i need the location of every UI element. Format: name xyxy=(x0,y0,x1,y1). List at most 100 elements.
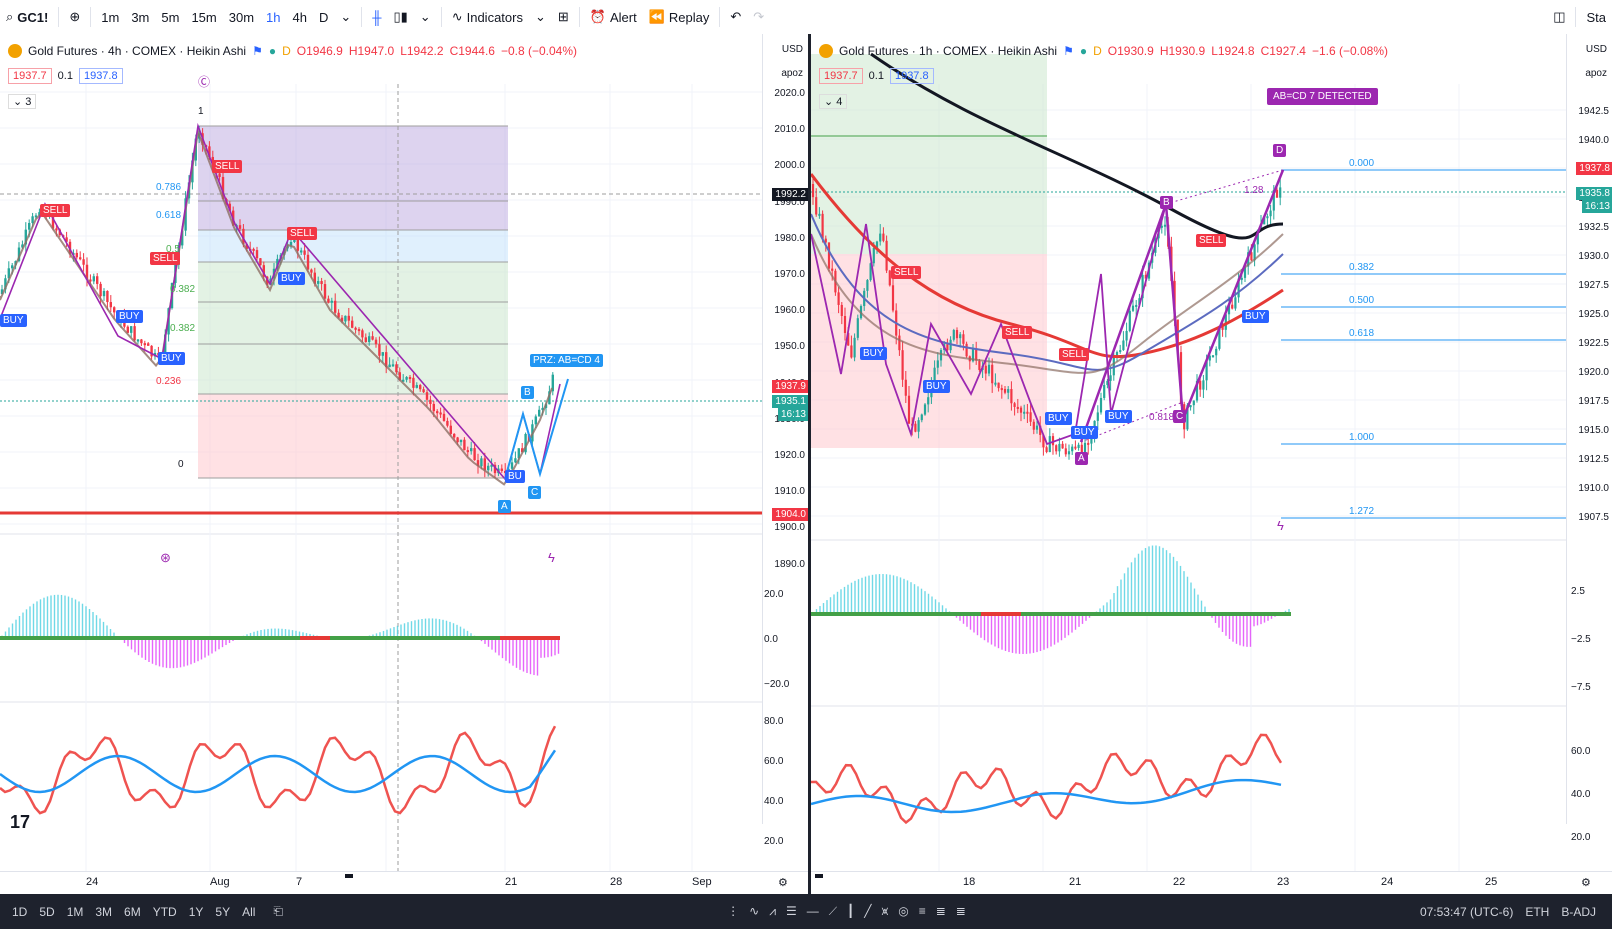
candle-body xyxy=(927,397,930,405)
rsi-line xyxy=(811,733,1283,825)
rsi-line xyxy=(0,725,557,815)
timeframe-5m[interactable]: 5m xyxy=(161,9,180,25)
session-toggle[interactable]: ETH xyxy=(1525,904,1550,919)
bar-style-button[interactable]: ╫ xyxy=(366,0,387,34)
candle-body xyxy=(473,448,476,461)
undo-button[interactable]: ↶ xyxy=(724,0,747,34)
position-profit-zone xyxy=(811,54,1047,254)
indicators-button[interactable]: ∿ Indicators xyxy=(451,9,523,25)
buy-signal: BUY xyxy=(116,310,143,323)
fib-level-label: 0.5 xyxy=(166,244,180,255)
left-chart-canvas[interactable]: Ⓒ ⊛ ϟ 20.0 0.0 −20.0 80.0 60.0 40.0 20.0 xyxy=(0,34,808,894)
timeframe-1m[interactable]: 1m xyxy=(101,9,120,25)
price-tick-label: 1922.5 xyxy=(1578,338,1609,349)
timeframe-15m[interactable]: 15m xyxy=(191,9,217,25)
clock-time[interactable]: 07:53:47 (UTC-6) xyxy=(1419,904,1514,919)
rsi-signal-line xyxy=(0,749,557,794)
sell-price-button[interactable]: 1937.7 xyxy=(8,68,52,84)
osc-tick-label: −2.5 xyxy=(1571,634,1591,645)
current-price-tag: 1935.8 xyxy=(1576,187,1612,200)
candle-body xyxy=(412,377,415,388)
settings-icon[interactable]: ⚙ xyxy=(778,877,788,889)
lightning-icon: ϟ xyxy=(548,550,555,565)
point-a-label: A xyxy=(1075,452,1088,465)
candle-body xyxy=(991,364,994,384)
candle-body xyxy=(971,348,975,362)
adjustment-toggle[interactable]: B-ADJ xyxy=(1561,904,1596,919)
range-6m[interactable]: 6M xyxy=(124,904,141,919)
layouts-button[interactable]: ⊞ xyxy=(552,0,575,34)
buy-price-button[interactable]: 1937.8 xyxy=(78,68,123,84)
panel-divider[interactable] xyxy=(808,34,811,894)
right-time-axis[interactable]: Wed 16 Aug '23 12:00 18 21 22 23 24 25 ⚙ xyxy=(811,871,1612,894)
right-collapse-indicators[interactable]: ⌄ 4 xyxy=(819,94,848,109)
price-tick-label: 1920.0 xyxy=(774,450,805,461)
compare-button[interactable]: ⊕ xyxy=(63,0,86,34)
chart-type-dropdown[interactable]: ⌄ xyxy=(414,0,437,34)
divider xyxy=(578,7,580,27)
replay-button[interactable]: ⏪ Replay xyxy=(648,9,710,25)
price-tick-label: 2020.0 xyxy=(774,88,805,99)
divider xyxy=(361,7,363,27)
candle-body xyxy=(381,352,384,356)
drawing-tools-icon[interactable]: ⋮∿⩘☰—⟋┃╱⩙◎≡≣≣ xyxy=(727,904,976,918)
range-3m[interactable]: 3M xyxy=(95,904,113,919)
candle-body xyxy=(1192,400,1195,406)
right-chart-panel[interactable]: ϟ 2.5 −2.5 −7.5 60.0 40.0 20.0 Gold Futures · … xyxy=(811,34,1612,894)
range-1m[interactable]: 1M xyxy=(66,904,84,919)
alert-button[interactable]: ⏰ Alert xyxy=(589,9,637,25)
candle-body xyxy=(1221,325,1224,330)
scale-mode-label[interactable]: apoz xyxy=(1585,68,1607,79)
currency-label[interactable]: USD xyxy=(781,44,803,55)
sell-signal: SELL xyxy=(891,266,922,279)
candle-body xyxy=(1077,444,1080,448)
fib-level-label: 0.382 xyxy=(170,284,196,295)
candle-body xyxy=(1071,446,1074,452)
timeframe-30m[interactable]: 30m xyxy=(228,9,255,25)
symbol-search[interactable]: ⌕ GC1! xyxy=(6,9,49,25)
left-time-axis[interactable]: 24 Aug 7 Sun 13 Aug '23 16:00 21 28 Sep … xyxy=(0,871,808,894)
timeframe-4h[interactable]: 4h xyxy=(292,9,307,25)
goto-date-icon[interactable]: ⎗ xyxy=(273,904,284,918)
left-collapse-indicators[interactable]: ⌄ 3 xyxy=(8,94,37,109)
settings-icon[interactable]: ⚙ xyxy=(1581,877,1591,889)
right-price-axis[interactable]: USD apoz 1942.51940.01937.51935.01932.51… xyxy=(1566,34,1612,824)
divider xyxy=(440,7,442,27)
candle-body xyxy=(449,425,452,434)
candle-body xyxy=(340,317,344,322)
scale-mode-label[interactable]: apoz xyxy=(781,68,803,79)
buy-price-button[interactable]: 1937.8 xyxy=(889,68,934,84)
indicators-dropdown[interactable]: ⌄ xyxy=(529,0,552,34)
candle-body xyxy=(470,448,473,452)
price-tick-label: 1917.5 xyxy=(1578,396,1609,407)
candle-body xyxy=(334,300,337,313)
price-tick-label: 1932.5 xyxy=(1578,222,1609,233)
timeframe-3m[interactable]: 3m xyxy=(131,9,150,25)
right-chart-canvas[interactable]: ϟ 2.5 −2.5 −7.5 60.0 40.0 20.0 xyxy=(811,34,1612,894)
rsi-tick-label: 60.0 xyxy=(1571,746,1591,757)
sell-price-button[interactable]: 1937.7 xyxy=(819,68,863,84)
timeframe-dropdown[interactable]: ⌄ xyxy=(334,0,357,34)
range-ytd[interactable]: YTD xyxy=(152,904,177,919)
redo-button[interactable]: ↷ xyxy=(747,0,770,34)
start-label[interactable]: Sta xyxy=(1586,9,1606,25)
range-1y[interactable]: 1Y xyxy=(188,904,204,919)
price-tick-label: 1890.0 xyxy=(774,558,805,570)
candle-body xyxy=(1096,412,1099,421)
range-5y[interactable]: 5Y xyxy=(215,904,231,919)
osc-tick-label: 0.0 xyxy=(764,634,778,645)
left-chart-panel[interactable]: Ⓒ ⊛ ϟ 20.0 0.0 −20.0 80.0 60.0 40.0 20.0 Gold Fut… xyxy=(0,34,808,894)
range-5d[interactable]: 5D xyxy=(39,904,55,919)
timeframe-d[interactable]: D xyxy=(318,9,329,25)
timeframe-1h[interactable]: 1h xyxy=(266,9,281,25)
price-tick-label: 1960.0 xyxy=(774,305,805,317)
ohlc-change: −0.8 (−0.04%) xyxy=(500,44,578,58)
currency-label[interactable]: USD xyxy=(1585,44,1607,55)
left-price-axis[interactable]: USD apoz 2020.0 2010.0 2000.0 1990.0 1980.0 1… xyxy=(762,34,808,824)
panel-toggle-button[interactable]: ◫ xyxy=(1547,0,1571,34)
candle-body xyxy=(1109,375,1112,381)
candles-button[interactable]: ▯▮ xyxy=(387,0,413,34)
ma-20-line xyxy=(811,233,1284,374)
range-1d[interactable]: 1D xyxy=(12,904,28,919)
range-all[interactable]: All xyxy=(242,904,256,919)
